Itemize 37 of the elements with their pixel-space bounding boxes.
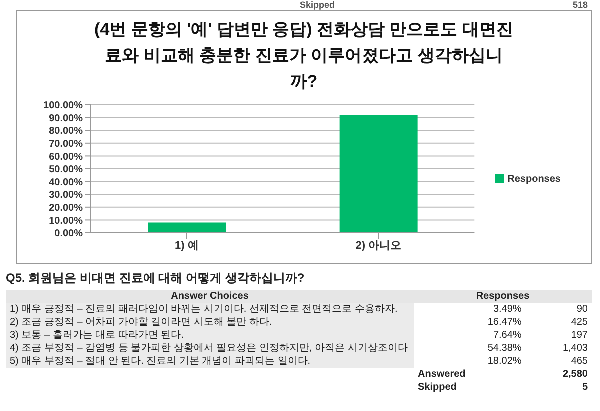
data-label: 18.02% [486, 355, 523, 368]
x-tick-label: 1) 예 [174, 240, 199, 252]
text: Skipped [300, 0, 336, 10]
text: Answered [417, 368, 467, 381]
y-tick-label: 50.00% [49, 164, 84, 176]
legend-label: Responses [508, 174, 561, 184]
data-label: 465 [570, 355, 589, 368]
data-label: 197 [570, 329, 589, 342]
y-tick-label: 70.00% [49, 138, 84, 150]
data-label: 3.49% [492, 303, 523, 316]
y-tick-label: 30.00% [49, 190, 84, 202]
category-label: 2) 조금 긍정적 – 어차피 가야할 길이라면 시도해 볼만 하다. [6, 316, 414, 329]
text: Q5. 회원님은 비대면 진료에 대해 어떻게 생각하십니까? [6, 270, 306, 287]
y-tick-label: 40.00% [49, 177, 84, 188]
data-label: 7.64% [492, 329, 523, 342]
data-label: 1,403 [562, 342, 589, 355]
text: Skipped [417, 381, 458, 394]
text: 518 [572, 0, 588, 10]
y-tick-label: 90.00% [49, 113, 84, 124]
y-tick-label: 10.00% [49, 216, 84, 227]
data-label: 16.47% [486, 316, 523, 329]
text: 5 [581, 381, 589, 394]
category-label: 5) 매우 부정적 – 절대 안 된다. 진료의 기본 개념이 파괴되는 일이다. [6, 355, 414, 368]
data-label: 90 [576, 303, 589, 316]
data-label: 54.38% [486, 342, 523, 355]
y-tick-label: 20.00% [49, 202, 84, 214]
category-label: 1) 매우 긍정적 – 진료의 패러다임이 바뀌는 시기이다. 선제적으로 전면적으로 수용하자. [6, 303, 414, 316]
chart-title: (4번 문항의 '예' 답변만 응답) 전화상담 만으로도 대면진료와 비교해 충분한 진료가 이루어졌다고 생각하십니까? [94, 19, 514, 93]
y-tick-label: 80.00% [49, 126, 84, 138]
category-label: 4) 조금 부정적 – 감염병 등 불가피한 상황에서 필요성은 인정하지만, 아직은 시기상조이다 [6, 342, 414, 355]
data-label: 425 [570, 316, 589, 329]
y-tick-label: 100.00% [44, 100, 84, 112]
y-tick-label: 60.00% [49, 152, 84, 163]
text: 2,580 [562, 368, 589, 381]
y-tick-label: 0.00% [54, 228, 84, 240]
category-label: 3) 보통 – 흘러가는 대로 따라가면 된다. [6, 329, 414, 342]
x-tick-label: 2) 아니오 [356, 240, 402, 252]
